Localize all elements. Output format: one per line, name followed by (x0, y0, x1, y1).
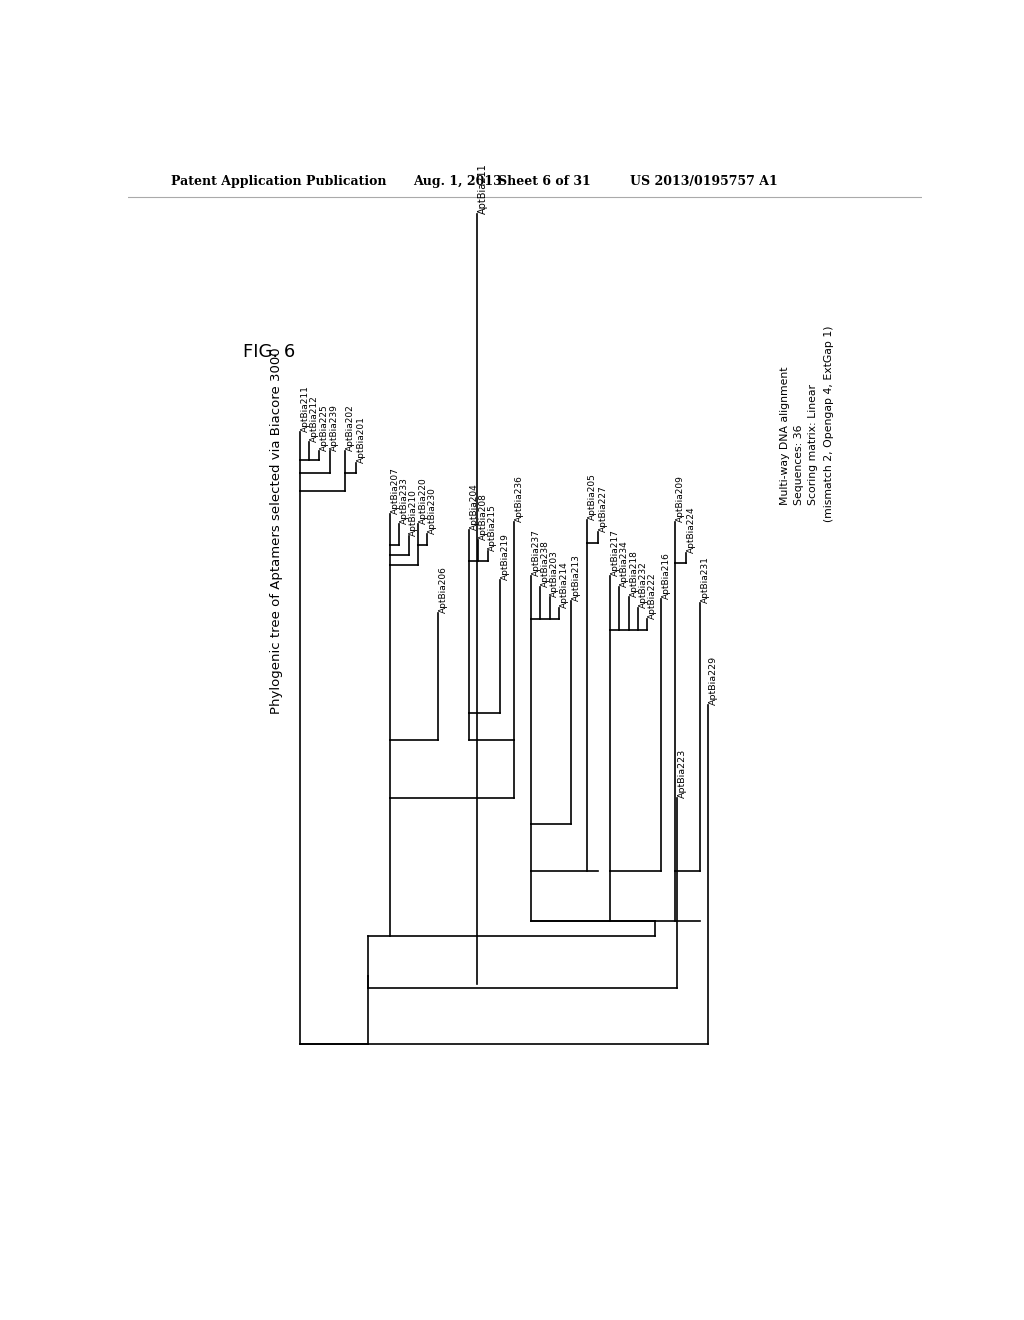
Text: AptBia224: AptBia224 (687, 506, 695, 553)
Text: AptBia206: AptBia206 (438, 566, 447, 612)
Text: AptBia231: AptBia231 (700, 557, 710, 603)
Text: AptBia204: AptBia204 (470, 483, 479, 529)
Text: AptBia217: AptBia217 (611, 529, 620, 576)
Text: AptBia233: AptBia233 (400, 478, 409, 524)
Text: AptBia201: AptBia201 (356, 416, 366, 462)
Text: AptBia230: AptBia230 (428, 487, 437, 535)
Text: AptBia222: AptBia222 (648, 573, 657, 619)
Text: AptBia205: AptBia205 (588, 474, 597, 520)
Text: AptBia202: AptBia202 (346, 404, 354, 451)
Text: AptBia215: AptBia215 (488, 504, 498, 552)
Text: AptBia236: AptBia236 (515, 475, 523, 521)
Text: AptBia220: AptBia220 (419, 478, 428, 524)
Text: AptBia214: AptBia214 (560, 561, 568, 609)
Text: AptBia229: AptBia229 (710, 656, 718, 705)
Text: AptBia232: AptBia232 (639, 561, 648, 609)
Text: AptBia207: AptBia207 (391, 467, 399, 515)
Text: AptBia219: AptBia219 (501, 533, 510, 581)
Text: Sheet 6 of 31: Sheet 6 of 31 (499, 176, 591, 189)
Text: AptBia211: AptBia211 (478, 164, 488, 214)
Text: FIG. 6: FIG. 6 (243, 343, 295, 362)
Text: AptBia212: AptBia212 (310, 395, 319, 442)
Text: AptBia203: AptBia203 (550, 550, 559, 598)
Text: AptBia216: AptBia216 (662, 552, 671, 599)
Text: AptBia211: AptBia211 (301, 385, 310, 432)
Text: AptBia238: AptBia238 (541, 540, 550, 586)
Text: AptBia234: AptBia234 (621, 540, 629, 586)
Text: Multi-way DNA alignment: Multi-way DNA alignment (780, 367, 791, 506)
Text: AptBia210: AptBia210 (410, 488, 419, 536)
Text: AptBia208: AptBia208 (479, 494, 488, 540)
Text: Patent Application Publication: Patent Application Publication (171, 176, 386, 189)
Text: Aug. 1, 2013: Aug. 1, 2013 (414, 176, 502, 189)
Text: AptBia225: AptBia225 (319, 404, 329, 451)
Text: AptBia213: AptBia213 (572, 554, 581, 601)
Text: AptBia237: AptBia237 (531, 529, 541, 576)
Text: AptBia239: AptBia239 (331, 404, 339, 451)
Text: AptBia218: AptBia218 (630, 550, 638, 598)
Text: Scoring matrix: Linear: Scoring matrix: Linear (808, 384, 818, 506)
Text: AptBia227: AptBia227 (598, 486, 607, 532)
Text: US 2013/0195757 A1: US 2013/0195757 A1 (630, 176, 778, 189)
Text: AptBia209: AptBia209 (676, 475, 685, 521)
Text: (mismatch 2, Opengap 4, ExtGap 1): (mismatch 2, Opengap 4, ExtGap 1) (823, 325, 834, 521)
Text: Sequences: 36: Sequences: 36 (795, 425, 804, 506)
Text: AptBia223: AptBia223 (678, 748, 687, 797)
Text: Phylogenic tree of Aptamers selected via Biacore 3000: Phylogenic tree of Aptamers selected via… (270, 347, 284, 714)
